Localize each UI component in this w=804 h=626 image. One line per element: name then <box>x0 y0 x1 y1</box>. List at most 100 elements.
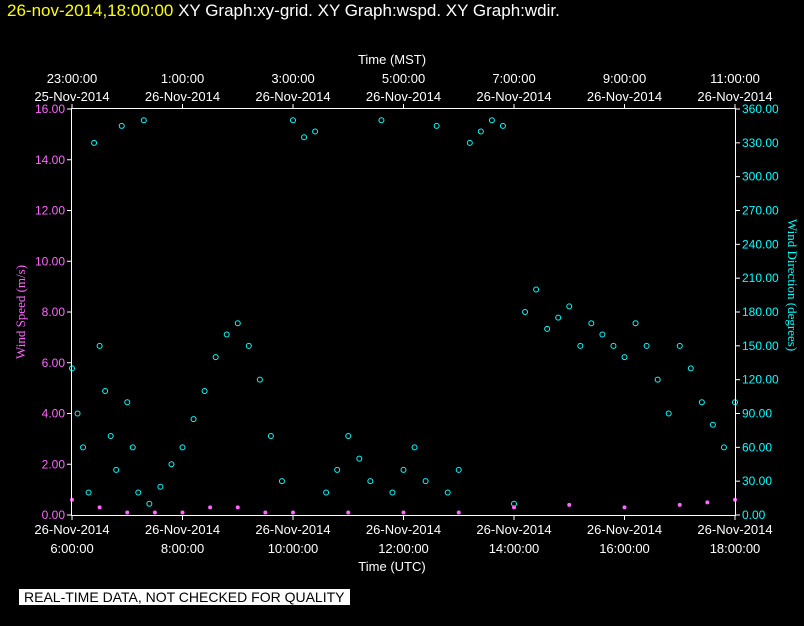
wind-direction-point <box>488 117 495 124</box>
wind-direction-point <box>118 122 125 129</box>
wind-speed-point <box>97 505 102 510</box>
wind-direction-point <box>466 139 473 146</box>
wind-direction-point <box>499 122 506 129</box>
left-tick-label: 6.00 <box>42 356 66 370</box>
top-tick-time: 7:00:00 <box>492 71 535 86</box>
left-tick-label: 16.00 <box>35 102 65 116</box>
wind-direction-point <box>146 500 153 507</box>
wind-direction-point <box>544 325 551 332</box>
right-tick-label: 270.00 <box>742 204 779 218</box>
right-tick-label: 150.00 <box>742 339 779 353</box>
wind-direction-point <box>323 489 330 496</box>
wind-direction-point <box>190 416 197 423</box>
wind-direction-point <box>588 320 595 327</box>
bottom-axis-title: Time (UTC) <box>358 559 425 574</box>
wind-speed-point <box>291 510 295 515</box>
wind-direction-point <box>102 387 109 394</box>
wind-direction-point <box>334 466 341 473</box>
wind-direction-point <box>477 128 484 135</box>
bottom-tick-time: 6:00:00 <box>50 541 93 556</box>
wind-direction-point <box>665 410 672 417</box>
wind-speed-point <box>705 500 710 505</box>
top-tick-date: 26-Nov-2014 <box>366 89 441 104</box>
wind-direction-point <box>566 303 573 310</box>
right-tick-label: 360.00 <box>742 102 779 116</box>
bottom-tick-time: 12:00:00 <box>378 541 429 556</box>
wind-direction-point <box>129 444 136 451</box>
wind-direction-point <box>96 342 103 349</box>
wind-direction-point <box>687 365 694 372</box>
wind-speed-point <box>208 505 213 510</box>
wind-direction-point <box>107 433 114 440</box>
bottom-tick-date: 26-Nov-2014 <box>255 522 330 537</box>
wind-direction-point <box>444 489 451 496</box>
wind-direction-point <box>433 122 440 129</box>
header-timestamp: 26-nov-2014,18:00:00 <box>7 1 174 20</box>
wind-direction-point <box>654 376 661 383</box>
wind-direction-point <box>555 314 562 321</box>
bottom-tick-date: 26-Nov-2014 <box>34 522 109 537</box>
wind-direction-point <box>223 331 230 338</box>
bottom-tick-time: 14:00:00 <box>489 541 540 556</box>
top-tick-time: 9:00:00 <box>603 71 646 86</box>
top-tick-time: 23:00:00 <box>47 71 98 86</box>
right-tick-label: 0.00 <box>742 508 766 522</box>
wind-direction-point <box>676 342 683 349</box>
right-tick-label: 180.00 <box>742 305 779 319</box>
wind-direction-point <box>256 376 263 383</box>
wind-direction-point <box>157 483 164 490</box>
wind-direction-point <box>599 331 606 338</box>
wind-speed-point <box>677 502 682 507</box>
wind-direction-point <box>74 410 81 417</box>
left-tick-label: 0.00 <box>42 508 66 522</box>
wind-direction-point <box>709 421 716 428</box>
left-tick-label: 4.00 <box>42 407 66 421</box>
wind-speed-point <box>263 510 268 515</box>
wind-direction-point <box>422 478 429 485</box>
top-tick-time: 11:00:00 <box>710 71 760 86</box>
wind-direction-point <box>135 489 142 496</box>
bottom-tick-date: 26-Nov-2014 <box>697 522 772 537</box>
wind-speed-point <box>512 505 516 510</box>
wind-direction-point <box>301 134 308 141</box>
wind-speed-point <box>235 505 240 510</box>
plot-frame <box>71 108 736 516</box>
right-tick-label: 120.00 <box>742 373 779 387</box>
wind-direction-point <box>278 478 285 485</box>
wind-direction-point <box>720 444 727 451</box>
left-tick-label: 8.00 <box>42 305 66 319</box>
bottom-tick-date: 26-Nov-2014 <box>366 522 441 537</box>
top-tick-time: 5:00:00 <box>382 71 425 86</box>
chart-header: 26-nov-2014,18:00:00 XY Graph:xy-grid. X… <box>7 1 560 21</box>
wind-direction-point <box>179 444 186 451</box>
wind-direction-point <box>91 139 98 146</box>
bottom-tick-time: 18:00:00 <box>710 541 761 556</box>
wind-direction-point <box>411 444 418 451</box>
right-tick-label: 210.00 <box>742 271 779 285</box>
right-axis-ticks: 0.00 30.00 60.00 90.00 120.00 150.00 180.00 210… <box>735 102 779 522</box>
left-tick-label: 12.00 <box>35 204 65 218</box>
top-tick-date: 26-Nov-2014 <box>587 89 662 104</box>
wind-direction-point <box>140 117 147 124</box>
top-tick-time: 1:00:00 <box>161 71 204 86</box>
bottom-tick-time: 16:00:00 <box>599 541 650 556</box>
right-tick-label: 90.00 <box>742 407 772 421</box>
wind-direction-point <box>698 399 705 406</box>
wind-chart: Time (MST) 23:00:00 25-Nov-2014 1:00:00 26-… <box>13 52 800 574</box>
wind-direction-point <box>80 444 87 451</box>
wind-direction-point <box>643 342 650 349</box>
wind-speed-point <box>180 510 185 515</box>
top-axis-title: Time (MST) <box>358 52 426 67</box>
wind-direction-point <box>124 399 131 406</box>
top-tick-date: 26-Nov-2014 <box>145 89 220 104</box>
right-tick-label: 240.00 <box>742 237 779 251</box>
wind-direction-point <box>113 466 120 473</box>
wind-direction-point <box>290 117 296 124</box>
wind-direction-point <box>389 489 396 496</box>
wind-direction-series <box>69 117 738 507</box>
wind-direction-point <box>267 433 274 440</box>
wind-direction-point <box>85 489 92 496</box>
wind-direction-point <box>522 309 529 315</box>
top-tick-date: 26-Nov-2014 <box>476 89 551 104</box>
left-axis-ticks: 0.00 2.00 4.00 6.00 8.00 10.00 12.00 14.00 16.00 <box>35 102 72 522</box>
